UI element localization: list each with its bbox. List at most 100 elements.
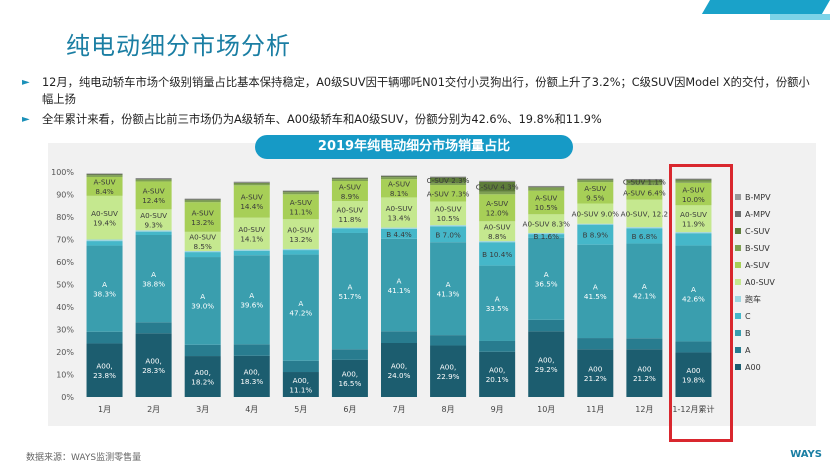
bar-segment	[86, 195, 123, 240]
data-label-line: 18.2%	[191, 377, 214, 386]
data-label: A 41.5%	[584, 283, 607, 302]
bar-segment	[479, 181, 516, 182]
y-tick-label: 0%	[61, 393, 74, 402]
bar-segment	[135, 235, 172, 323]
data-label: A00, 11.1%	[289, 376, 312, 395]
data-label-line: 10.5%	[437, 214, 460, 223]
bar-segment	[577, 180, 614, 183]
data-label: A0-SUV 19.4%	[91, 209, 118, 228]
bar-segment	[184, 356, 221, 397]
legend-swatch	[735, 194, 741, 200]
bullet-text: 12月，纯电动轿车市场个级别销量占比基本保持稳定，A0级SUV因干辆哪吒N01交…	[42, 76, 810, 106]
bar-segment	[577, 223, 614, 225]
bar-segment	[577, 203, 614, 224]
x-tick-label: 8月	[442, 405, 455, 414]
data-label: A00, 16.5%	[339, 370, 362, 389]
x-tick-label: 10月	[537, 405, 555, 414]
data-label-line: A	[298, 299, 303, 308]
data-label: A00, 28.3%	[142, 356, 165, 375]
bar-segment	[675, 341, 712, 353]
bar-segment	[86, 245, 123, 332]
bar-segment	[135, 179, 172, 182]
bar-segment	[381, 343, 417, 397]
bar-segment	[233, 183, 270, 186]
data-label-line: 41.1%	[388, 286, 411, 295]
data-label-line: 28.3%	[142, 366, 165, 375]
data-label: A00, 18.3%	[240, 368, 263, 387]
data-label: A-SUV 14.4%	[240, 193, 263, 212]
x-tick-label: 2月	[147, 405, 160, 414]
data-label: A 47.2%	[289, 299, 312, 318]
bar-segment	[135, 181, 172, 210]
data-label-line: 21.2%	[584, 374, 607, 383]
data-label: A0-SUV 9.0%	[572, 210, 620, 219]
y-tick-label: 60%	[56, 258, 74, 267]
bar-segment	[86, 239, 123, 242]
data-label: C-SUV 2.3%	[427, 176, 470, 185]
data-label-line: A0-SUV 9.0%	[572, 210, 620, 219]
data-label: C-SUV 4.3%	[476, 183, 519, 192]
bar-segment	[233, 250, 270, 256]
bar-segment	[479, 351, 516, 397]
data-label-line: A0-SUV	[435, 205, 462, 214]
bar-segment	[86, 331, 123, 344]
bar-segment	[282, 191, 319, 193]
data-label-line: A00,	[293, 376, 309, 385]
bullet-arrow-icon: ►	[22, 77, 30, 88]
data-label: B 7.0%	[435, 230, 461, 239]
bar-segment	[528, 319, 565, 332]
x-tick-label: 1月	[98, 405, 111, 414]
bar-segment	[528, 331, 565, 397]
data-label: B 10.4%	[482, 250, 512, 259]
data-label: A 38.8%	[142, 270, 165, 289]
data-label: A-SUV 10.0%	[682, 185, 705, 204]
data-label-line: A-SUV 6.4%	[623, 188, 666, 197]
data-label: A00 21.2%	[633, 364, 656, 383]
bar-segment	[331, 201, 368, 228]
bar-segment	[331, 349, 368, 360]
data-label-line: 12.0%	[486, 209, 509, 218]
bar-segment	[282, 190, 319, 192]
data-label-line: 41.3%	[437, 289, 460, 298]
data-label-line: A	[495, 295, 500, 304]
legend-swatch	[735, 262, 741, 268]
bar-segment	[528, 186, 565, 188]
data-label: B 8.9%	[583, 231, 609, 240]
bar-segment	[184, 250, 221, 253]
data-label-line: 47.2%	[289, 308, 312, 317]
bar-segment	[675, 205, 712, 233]
bar-segment	[479, 265, 516, 341]
data-label-line: A00,	[195, 368, 211, 377]
bar-segment	[381, 197, 417, 228]
bar-segment	[479, 242, 516, 266]
data-label-line: A00	[686, 366, 700, 375]
bar-segment	[135, 322, 172, 334]
data-label-line: A0-SUV, 12.2	[621, 209, 668, 218]
data-label-line: A	[200, 292, 205, 301]
bar-segment	[626, 243, 663, 339]
bar-segment	[86, 174, 123, 176]
data-label-line: C-SUV 2.3%	[427, 176, 470, 185]
ways-logo: WAYS	[790, 449, 822, 460]
data-label-line: A00,	[96, 361, 112, 370]
x-tick-label: 11月	[586, 405, 604, 414]
bar-segment	[331, 179, 368, 181]
bar-segment	[86, 176, 123, 196]
x-tick-label: 5月	[294, 405, 307, 414]
bar-segment	[184, 231, 221, 251]
data-label-line: 9.5%	[586, 194, 604, 203]
data-label: A-SUV 8.1%	[388, 180, 410, 199]
legend-swatch	[735, 330, 741, 336]
legend-label: C	[745, 312, 751, 321]
data-label-line: B 10.4%	[482, 250, 512, 259]
legend-swatch	[735, 364, 741, 370]
data-label: A-SUV 6.4%	[623, 188, 666, 197]
bar-segment	[577, 349, 614, 397]
data-label: A-SUV 10.5%	[535, 194, 558, 213]
data-label-line: 41.5%	[584, 292, 607, 301]
data-label: A0-SUV 11.9%	[680, 210, 707, 229]
bar-segment	[577, 338, 614, 350]
x-tick-label: 9月	[491, 405, 504, 414]
data-label-line: 11.9%	[682, 219, 705, 228]
data-label-line: 42.1%	[633, 292, 656, 301]
